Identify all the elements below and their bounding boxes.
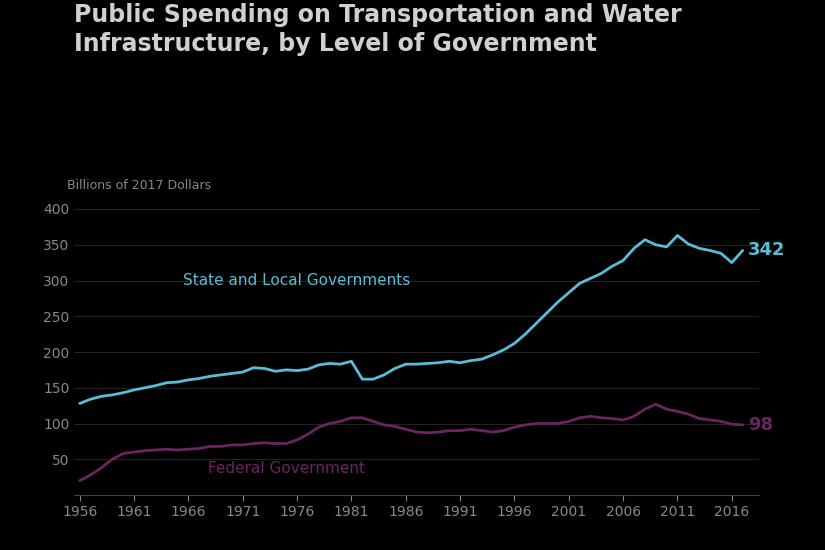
Text: 98: 98	[748, 416, 773, 434]
Text: 342: 342	[748, 241, 785, 260]
Text: State and Local Governments: State and Local Governments	[183, 273, 411, 288]
Text: Federal Government: Federal Government	[208, 461, 365, 476]
Text: Billions of 2017 Dollars: Billions of 2017 Dollars	[68, 179, 211, 192]
Text: Public Spending on Transportation and Water
Infrastructure, by Level of Governme: Public Spending on Transportation and Wa…	[74, 3, 682, 56]
